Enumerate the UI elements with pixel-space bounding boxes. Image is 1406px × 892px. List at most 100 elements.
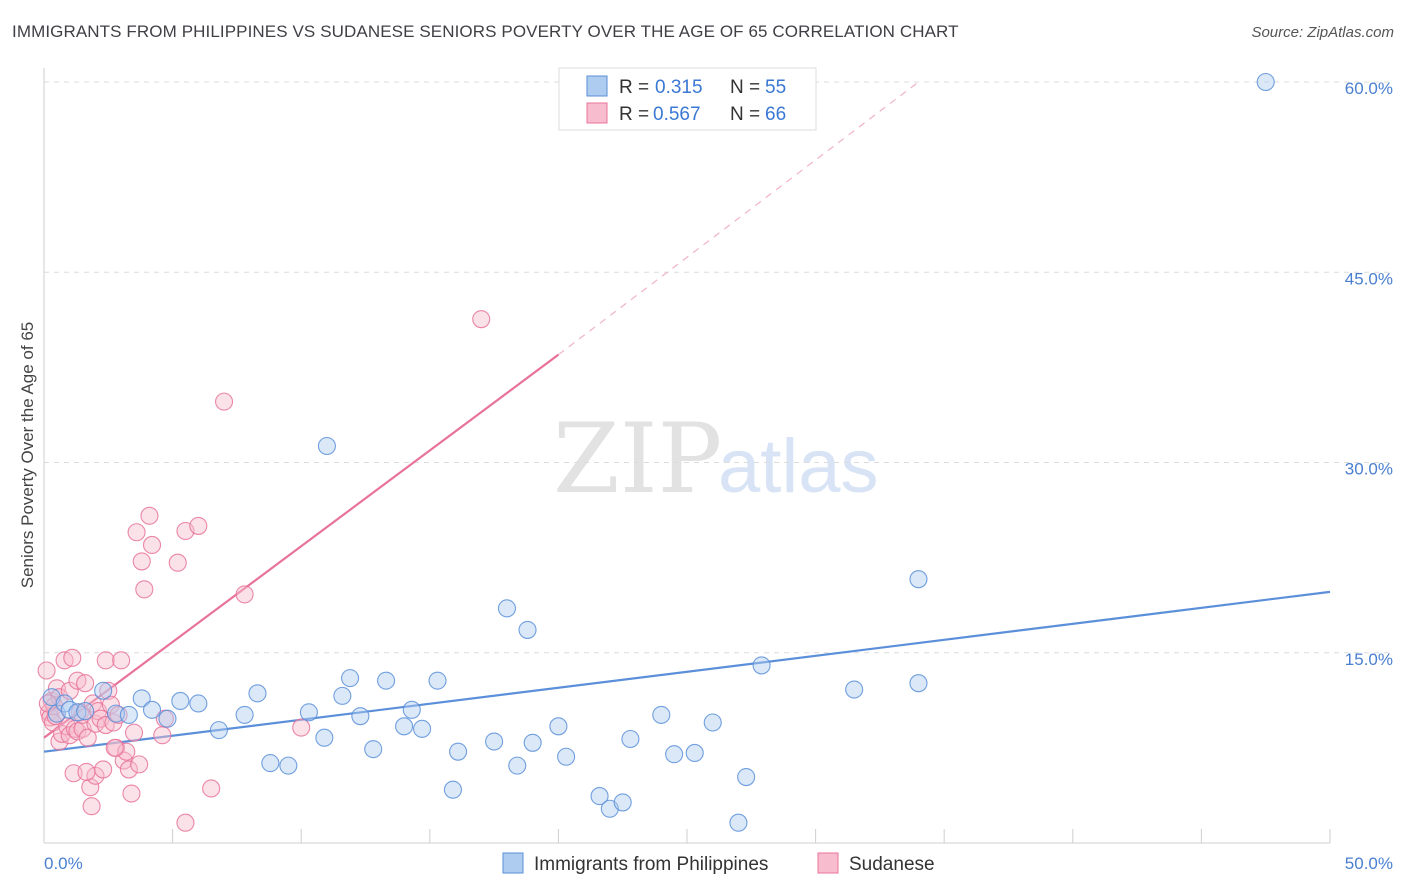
point-philippines: [158, 709, 177, 728]
legend-r-value-sudanese: 0.567: [653, 104, 701, 125]
bottom-legend-label-philippines: Immigrants from Philippines: [534, 854, 768, 875]
point-sudanese: [64, 764, 83, 783]
point-philippines: [299, 703, 318, 722]
point-philippines: [909, 674, 928, 693]
point-sudanese: [132, 552, 151, 571]
point-philippines: [235, 705, 254, 724]
point-philippines: [703, 713, 722, 732]
point-philippines: [909, 570, 928, 589]
point-philippines: [377, 671, 396, 690]
point-philippines: [395, 717, 414, 736]
point-philippines: [248, 684, 267, 703]
legend-r-value-philippines: 0.315: [655, 77, 703, 98]
point-philippines: [508, 756, 527, 775]
point-philippines: [549, 717, 568, 736]
point-sudanese: [78, 728, 97, 747]
point-philippines: [590, 787, 609, 806]
point-sudanese: [140, 506, 159, 525]
point-sudanese: [112, 651, 131, 670]
point-philippines: [685, 743, 704, 762]
point-sudanese: [292, 718, 311, 737]
point-philippines: [171, 691, 190, 710]
point-sudanese: [119, 760, 138, 779]
point-philippines: [485, 732, 504, 751]
y-tick-label: 15.0%: [1345, 650, 1393, 669]
point-sudanese: [202, 779, 221, 798]
bottom-legend-swatch-sudanese: [817, 852, 839, 874]
data-points: [37, 72, 1275, 832]
point-sudanese: [168, 553, 187, 572]
point-sudanese: [176, 813, 195, 832]
point-philippines: [94, 681, 113, 700]
point-philippines: [364, 740, 383, 759]
point-sudanese: [189, 516, 208, 535]
bottom-legend-swatch-philippines: [502, 852, 524, 874]
point-sudanese: [94, 760, 113, 779]
point-philippines: [449, 742, 468, 761]
point-sudanese: [142, 535, 162, 554]
trend-line-extension-sudanese: [558, 81, 919, 356]
point-philippines: [333, 686, 352, 705]
point-philippines: [351, 707, 370, 726]
point-sudanese: [214, 392, 234, 411]
point-philippines: [523, 733, 542, 752]
point-philippines: [317, 436, 336, 456]
chart-title: IMMIGRANTS FROM PHILIPPINES VS SUDANESE …: [12, 22, 959, 41]
point-philippines: [119, 705, 138, 724]
y-tick-label: 30.0%: [1345, 460, 1393, 479]
watermark-zip: ZIP: [553, 403, 722, 515]
point-sudanese: [472, 310, 491, 329]
legend-n-label-philippines: N =: [730, 77, 760, 98]
point-philippines: [443, 780, 462, 799]
point-philippines: [665, 745, 684, 764]
point-philippines: [341, 669, 360, 688]
point-sudanese: [101, 695, 120, 714]
bottom-legend-label-sudanese: Sudanese: [849, 854, 935, 875]
point-philippines: [106, 704, 126, 723]
point-philippines: [413, 719, 432, 738]
x-tick-label-min: 0.0%: [44, 854, 83, 873]
watermark-atlas: atlas: [718, 424, 879, 509]
y-tick-label: 60.0%: [1345, 79, 1393, 98]
point-sudanese: [76, 674, 95, 693]
point-philippines: [652, 705, 671, 724]
point-philippines: [1256, 72, 1275, 92]
legend-n-value-philippines: 55: [765, 77, 786, 98]
point-sudanese: [122, 784, 141, 803]
point-sudanese: [37, 661, 56, 680]
point-philippines: [613, 793, 632, 812]
chart-source: Source: ZipAtlas.com: [1251, 24, 1394, 41]
axes: 15.0% 30.0% 45.0% 60.0%: [43, 68, 1393, 844]
legend-r-label-sudanese: R =: [619, 104, 649, 125]
point-sudanese: [135, 580, 154, 599]
point-philippines: [497, 599, 517, 618]
point-sudanese: [82, 797, 101, 816]
point-sudanese: [77, 762, 96, 782]
legend-n-label-sudanese: N =: [730, 104, 760, 125]
point-sudanese: [68, 722, 87, 741]
point-philippines: [209, 721, 228, 740]
point-philippines: [621, 729, 640, 749]
point-philippines: [845, 680, 864, 699]
point-philippines: [402, 700, 421, 719]
x-tick-label-max: 50.0%: [1345, 854, 1393, 873]
point-philippines: [132, 689, 151, 708]
point-philippines: [428, 671, 447, 690]
correlation-legend: R = 0.315 N = 55 R = 0.567 N = 66: [558, 67, 817, 131]
point-philippines: [729, 813, 748, 832]
point-philippines: [737, 767, 756, 787]
point-philippines: [279, 756, 298, 775]
point-sudanese: [130, 755, 149, 774]
point-philippines: [68, 703, 87, 722]
point-philippines: [315, 728, 334, 747]
trend-line-sudanese: [43, 353, 560, 739]
point-philippines: [752, 656, 771, 675]
point-philippines: [189, 694, 208, 713]
point-sudanese: [153, 726, 172, 745]
point-philippines: [518, 620, 537, 639]
point-sudanese: [99, 681, 118, 700]
legend-swatch-sudanese: [586, 102, 608, 124]
gridlines: [44, 81, 1393, 654]
point-sudanese: [96, 651, 115, 670]
